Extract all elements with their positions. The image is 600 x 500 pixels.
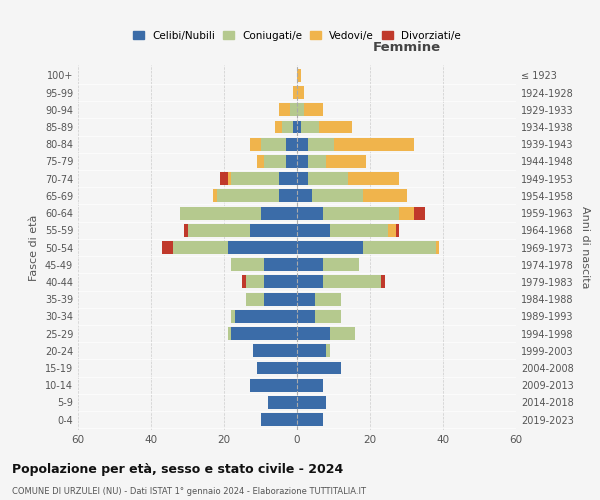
Bar [297, 86, 304, 99]
Bar [326, 344, 330, 358]
Bar [308, 172, 348, 185]
Text: Femmine: Femmine [373, 41, 440, 54]
Bar [293, 120, 297, 134]
Bar [395, 224, 399, 236]
Bar [315, 310, 341, 323]
Bar [297, 155, 308, 168]
Bar [213, 190, 217, 202]
Bar [180, 206, 260, 220]
Bar [297, 241, 362, 254]
Bar [297, 310, 315, 323]
Bar [348, 172, 399, 185]
Bar [227, 327, 232, 340]
Bar [319, 120, 352, 134]
Bar [253, 344, 297, 358]
Bar [297, 396, 326, 409]
Bar [279, 190, 297, 202]
Bar [173, 241, 227, 254]
Bar [301, 120, 319, 134]
Bar [297, 276, 323, 288]
Bar [290, 104, 297, 116]
Bar [297, 362, 341, 374]
Bar [297, 292, 315, 306]
Bar [297, 190, 311, 202]
Bar [297, 258, 323, 271]
Bar [362, 241, 436, 254]
Bar [286, 138, 297, 150]
Bar [311, 190, 363, 202]
Bar [362, 190, 407, 202]
Y-axis label: Anni di nascita: Anni di nascita [580, 206, 590, 289]
Bar [297, 344, 326, 358]
Bar [436, 241, 439, 254]
Bar [250, 138, 260, 150]
Bar [257, 155, 264, 168]
Bar [286, 155, 297, 168]
Bar [330, 224, 388, 236]
Bar [297, 138, 308, 150]
Bar [323, 276, 381, 288]
Bar [217, 190, 279, 202]
Bar [264, 155, 286, 168]
Bar [264, 276, 297, 288]
Text: COMUNE DI URZULEI (NU) - Dati ISTAT 1° gennaio 2024 - Elaborazione TUTTITALIA.IT: COMUNE DI URZULEI (NU) - Dati ISTAT 1° g… [12, 488, 366, 496]
Bar [275, 120, 283, 134]
Bar [330, 327, 355, 340]
Bar [268, 396, 297, 409]
Bar [388, 224, 395, 236]
Bar [297, 120, 301, 134]
Bar [315, 292, 341, 306]
Bar [308, 138, 334, 150]
Y-axis label: Fasce di età: Fasce di età [29, 214, 39, 280]
Bar [326, 155, 367, 168]
Bar [399, 206, 414, 220]
Bar [279, 104, 290, 116]
Bar [297, 379, 323, 392]
Bar [323, 206, 399, 220]
Bar [232, 310, 235, 323]
Bar [250, 224, 297, 236]
Bar [297, 327, 330, 340]
Bar [242, 276, 246, 288]
Bar [297, 104, 304, 116]
Bar [283, 120, 293, 134]
Bar [323, 258, 359, 271]
Bar [293, 86, 297, 99]
Bar [184, 224, 187, 236]
Bar [250, 379, 297, 392]
Bar [297, 224, 330, 236]
Bar [162, 241, 173, 254]
Text: Popolazione per età, sesso e stato civile - 2024: Popolazione per età, sesso e stato civil… [12, 462, 343, 475]
Bar [227, 172, 232, 185]
Bar [227, 241, 297, 254]
Bar [297, 413, 323, 426]
Bar [297, 172, 308, 185]
Bar [220, 172, 227, 185]
Bar [187, 224, 250, 236]
Bar [235, 310, 297, 323]
Bar [232, 172, 279, 185]
Bar [297, 69, 301, 82]
Bar [304, 104, 323, 116]
Bar [414, 206, 425, 220]
Bar [246, 276, 264, 288]
Bar [260, 206, 297, 220]
Bar [257, 362, 297, 374]
Bar [260, 413, 297, 426]
Bar [381, 276, 385, 288]
Bar [232, 327, 297, 340]
Bar [279, 172, 297, 185]
Bar [264, 292, 297, 306]
Bar [232, 258, 264, 271]
Bar [264, 258, 297, 271]
Bar [297, 206, 323, 220]
Bar [334, 138, 414, 150]
Bar [260, 138, 286, 150]
Bar [308, 155, 326, 168]
Bar [246, 292, 264, 306]
Legend: Celibi/Nubili, Coniugati/e, Vedovi/e, Divorziati/e: Celibi/Nubili, Coniugati/e, Vedovi/e, Di… [129, 26, 465, 44]
